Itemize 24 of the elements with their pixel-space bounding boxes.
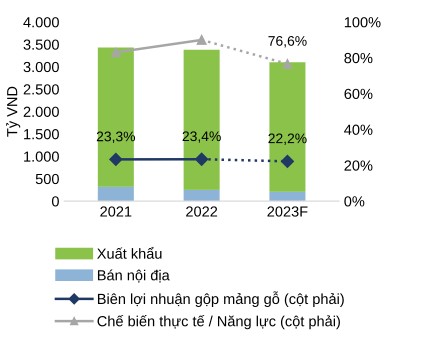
y-tick-label: 3.000 (24, 62, 59, 72)
y2-tick-label: 60% (344, 88, 372, 100)
y-tick-label: 1.500 (24, 129, 59, 140)
data-label: 76,6% (268, 36, 307, 48)
legend-label: Bán nội địa (98, 270, 170, 282)
y-tick-label: 2.000 (24, 106, 59, 117)
y2-tick-label: 80% (344, 52, 372, 64)
y2-tick-label: 20% (344, 160, 372, 171)
x-tick-label: 2023F (267, 206, 308, 217)
x-tick-label: 2022 (186, 206, 218, 217)
y-tick-label: 500 (36, 174, 59, 184)
legend-label: Xuất khẩu (97, 246, 162, 259)
y-tick-label: 0 (52, 196, 59, 207)
legend-label: Chế biến thực tế / Năng lực (cột phải) (98, 315, 340, 330)
y2-tick-label: 40% (344, 124, 372, 135)
y-axis-title: Tỷ VND (6, 86, 20, 137)
y-tick-label: 4.000 (23, 17, 59, 28)
x-tick-label: 2021 (100, 206, 132, 217)
y-tick-label: 2.500 (24, 84, 59, 95)
y-tick-label: 3.500 (24, 39, 59, 50)
y-tick-label: 1.000 (24, 151, 59, 162)
legend-label: Biên lợi nhuận gộp mảng gỗ (cột phải) (98, 291, 344, 307)
y2-tick-label: 100% (344, 17, 381, 28)
y2-tick-label: 0% (344, 196, 364, 207)
